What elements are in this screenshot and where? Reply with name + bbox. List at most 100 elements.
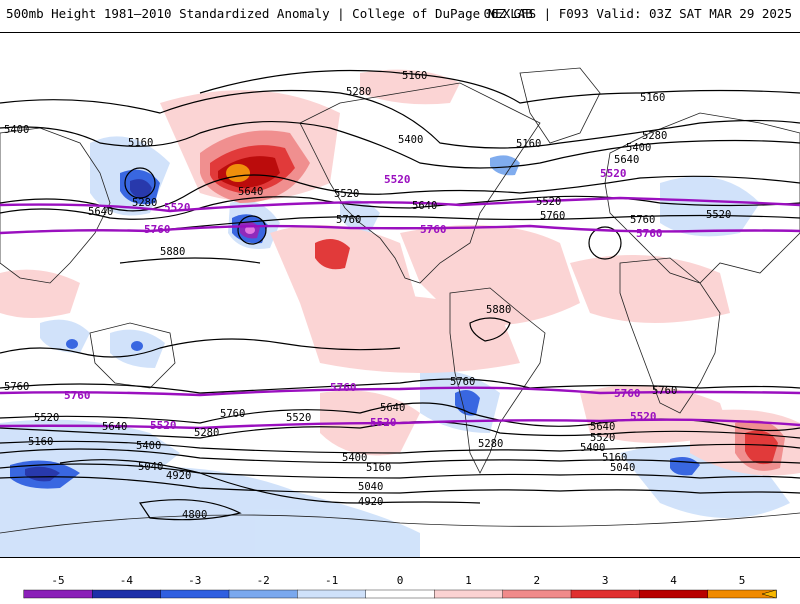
colorbar-tick-label: 1	[465, 574, 472, 587]
pos-anomaly-area	[570, 255, 730, 323]
neg-anomaly-area	[0, 466, 420, 557]
contour-label: 5640	[380, 402, 405, 414]
contour-label-layer: 5160 5160 5160 5160 5280 5280 5280 5400 …	[4, 70, 731, 521]
contour-label: 5280	[132, 197, 157, 209]
contour-label: 5160	[640, 92, 665, 104]
contour-low-natl	[588, 226, 622, 260]
colorbar-tick-label: -3	[188, 574, 201, 587]
contour-label: 5160	[516, 138, 541, 150]
contour-label: 4920	[166, 470, 191, 482]
purple-contour-label: 5760	[636, 227, 663, 240]
purple-label-layer: 5520 5520 5520 5760 5760 5760 5760 5760 …	[64, 167, 663, 432]
colorbar-tick-label: 0	[397, 574, 404, 587]
colorbar-segment	[761, 589, 777, 599]
contour-label: 5640	[590, 421, 615, 433]
colorbar-tick-label: 4	[670, 574, 677, 587]
colorbar-tick-label: -4	[120, 574, 134, 587]
contour-5520-nh	[0, 174, 800, 212]
neg-anomaly-core	[245, 226, 255, 234]
highlight-contours	[0, 196, 800, 430]
contour-label: 5520	[34, 412, 59, 424]
colorbar-segment	[570, 589, 640, 599]
purple-contour-label: 5760	[420, 223, 447, 236]
north-america-outline	[299, 82, 541, 284]
colorbar-segment	[639, 589, 709, 599]
south-america-outline	[449, 287, 546, 474]
contour-5880-sh	[0, 338, 401, 358]
contour-label: 5280	[642, 130, 667, 142]
europe-asia-outline	[604, 112, 800, 284]
colorbar-segment	[365, 589, 435, 599]
contour-label: 5040	[138, 461, 163, 473]
purple-contour-label: 5520	[600, 167, 627, 180]
contour-label: 5760	[4, 381, 29, 393]
colorbar-segment	[23, 589, 93, 599]
contour-label: 4920	[358, 496, 383, 508]
purple-5520-sh	[0, 418, 800, 430]
africa-outline	[619, 257, 721, 414]
contour-5040-sh	[0, 476, 800, 494]
contour-label: 5520	[286, 412, 311, 424]
contour-5880-nh	[119, 257, 261, 264]
purple-contour-label: 5520	[370, 416, 397, 429]
contour-5400-sh	[0, 440, 800, 454]
contour-label: 5280	[194, 427, 219, 439]
contour-low-nepac	[237, 215, 267, 245]
contour-5640-sh	[0, 402, 800, 432]
contour-5760-sh	[0, 378, 800, 394]
contour-label: 5760	[630, 214, 655, 226]
contour-label: 5640	[102, 421, 127, 433]
purple-contour-label: 5760	[330, 381, 357, 394]
colorbar-tick-label: -1	[325, 574, 338, 587]
contour-label: 5160	[28, 436, 53, 448]
contour-label: 5880	[160, 246, 185, 258]
colorbar-tick-label: 3	[602, 574, 609, 587]
contour-label: 5760	[336, 214, 361, 226]
contour-label: 5760	[540, 210, 565, 222]
colorbar-segments	[23, 589, 777, 599]
contour-label: 5400	[580, 442, 605, 454]
contour-label: 5640	[614, 154, 639, 166]
contour-label: 5040	[610, 462, 635, 474]
colorbar-tick-label: 5	[739, 574, 746, 587]
contour-4800-sh	[138, 499, 242, 521]
contour-label: 5640	[238, 186, 263, 198]
contour-label: 5760	[220, 408, 245, 420]
contour-5280-nh	[0, 89, 800, 149]
contour-label: 5400	[398, 134, 423, 146]
purple-contour-label: 5760	[64, 389, 91, 402]
asia-west-outline	[0, 127, 111, 284]
contour-label: 5160	[366, 462, 391, 474]
contour-label: 5400	[626, 142, 651, 154]
australia-outline	[89, 322, 176, 389]
purple-contour-label: 5760	[614, 387, 641, 400]
colorbar-segment	[434, 589, 504, 599]
contour-5640-nh	[0, 195, 800, 220]
contour-label: 5640	[412, 200, 437, 212]
colorbar-tick-label: -5	[51, 574, 64, 587]
contour-label: 5760	[652, 385, 677, 397]
purple-5520-nh	[0, 196, 800, 213]
contour-label: 5400	[342, 452, 367, 464]
colorbar-segment	[228, 589, 298, 599]
contour-low-nwpac	[124, 167, 156, 199]
coastlines	[0, 67, 800, 534]
contour-label: 5280	[346, 86, 371, 98]
anomaly-map: 5160 5160 5160 5160 5280 5280 5280 5400 …	[0, 32, 800, 558]
contour-label: 5280	[478, 438, 503, 450]
contour-label: 5400	[136, 440, 161, 452]
colorbar-segment	[297, 589, 367, 599]
contour-5280-sh	[0, 448, 800, 464]
contour-label: 5760	[450, 376, 475, 388]
purple-contour-label: 5520	[384, 173, 411, 186]
purple-contour-label: 5760	[144, 223, 171, 236]
colorbar-tick-label: 2	[533, 574, 540, 587]
antarctica-outline	[0, 512, 800, 534]
pos-anomaly-area	[0, 269, 80, 318]
neg-anomaly-core	[66, 339, 78, 349]
ridge-anomaly-5	[226, 164, 250, 182]
contour-label: 5880	[486, 304, 511, 316]
purple-contour-label: 5520	[150, 419, 177, 432]
contour-label: 5160	[402, 70, 427, 82]
colorbar-tick-label: -2	[257, 574, 270, 587]
